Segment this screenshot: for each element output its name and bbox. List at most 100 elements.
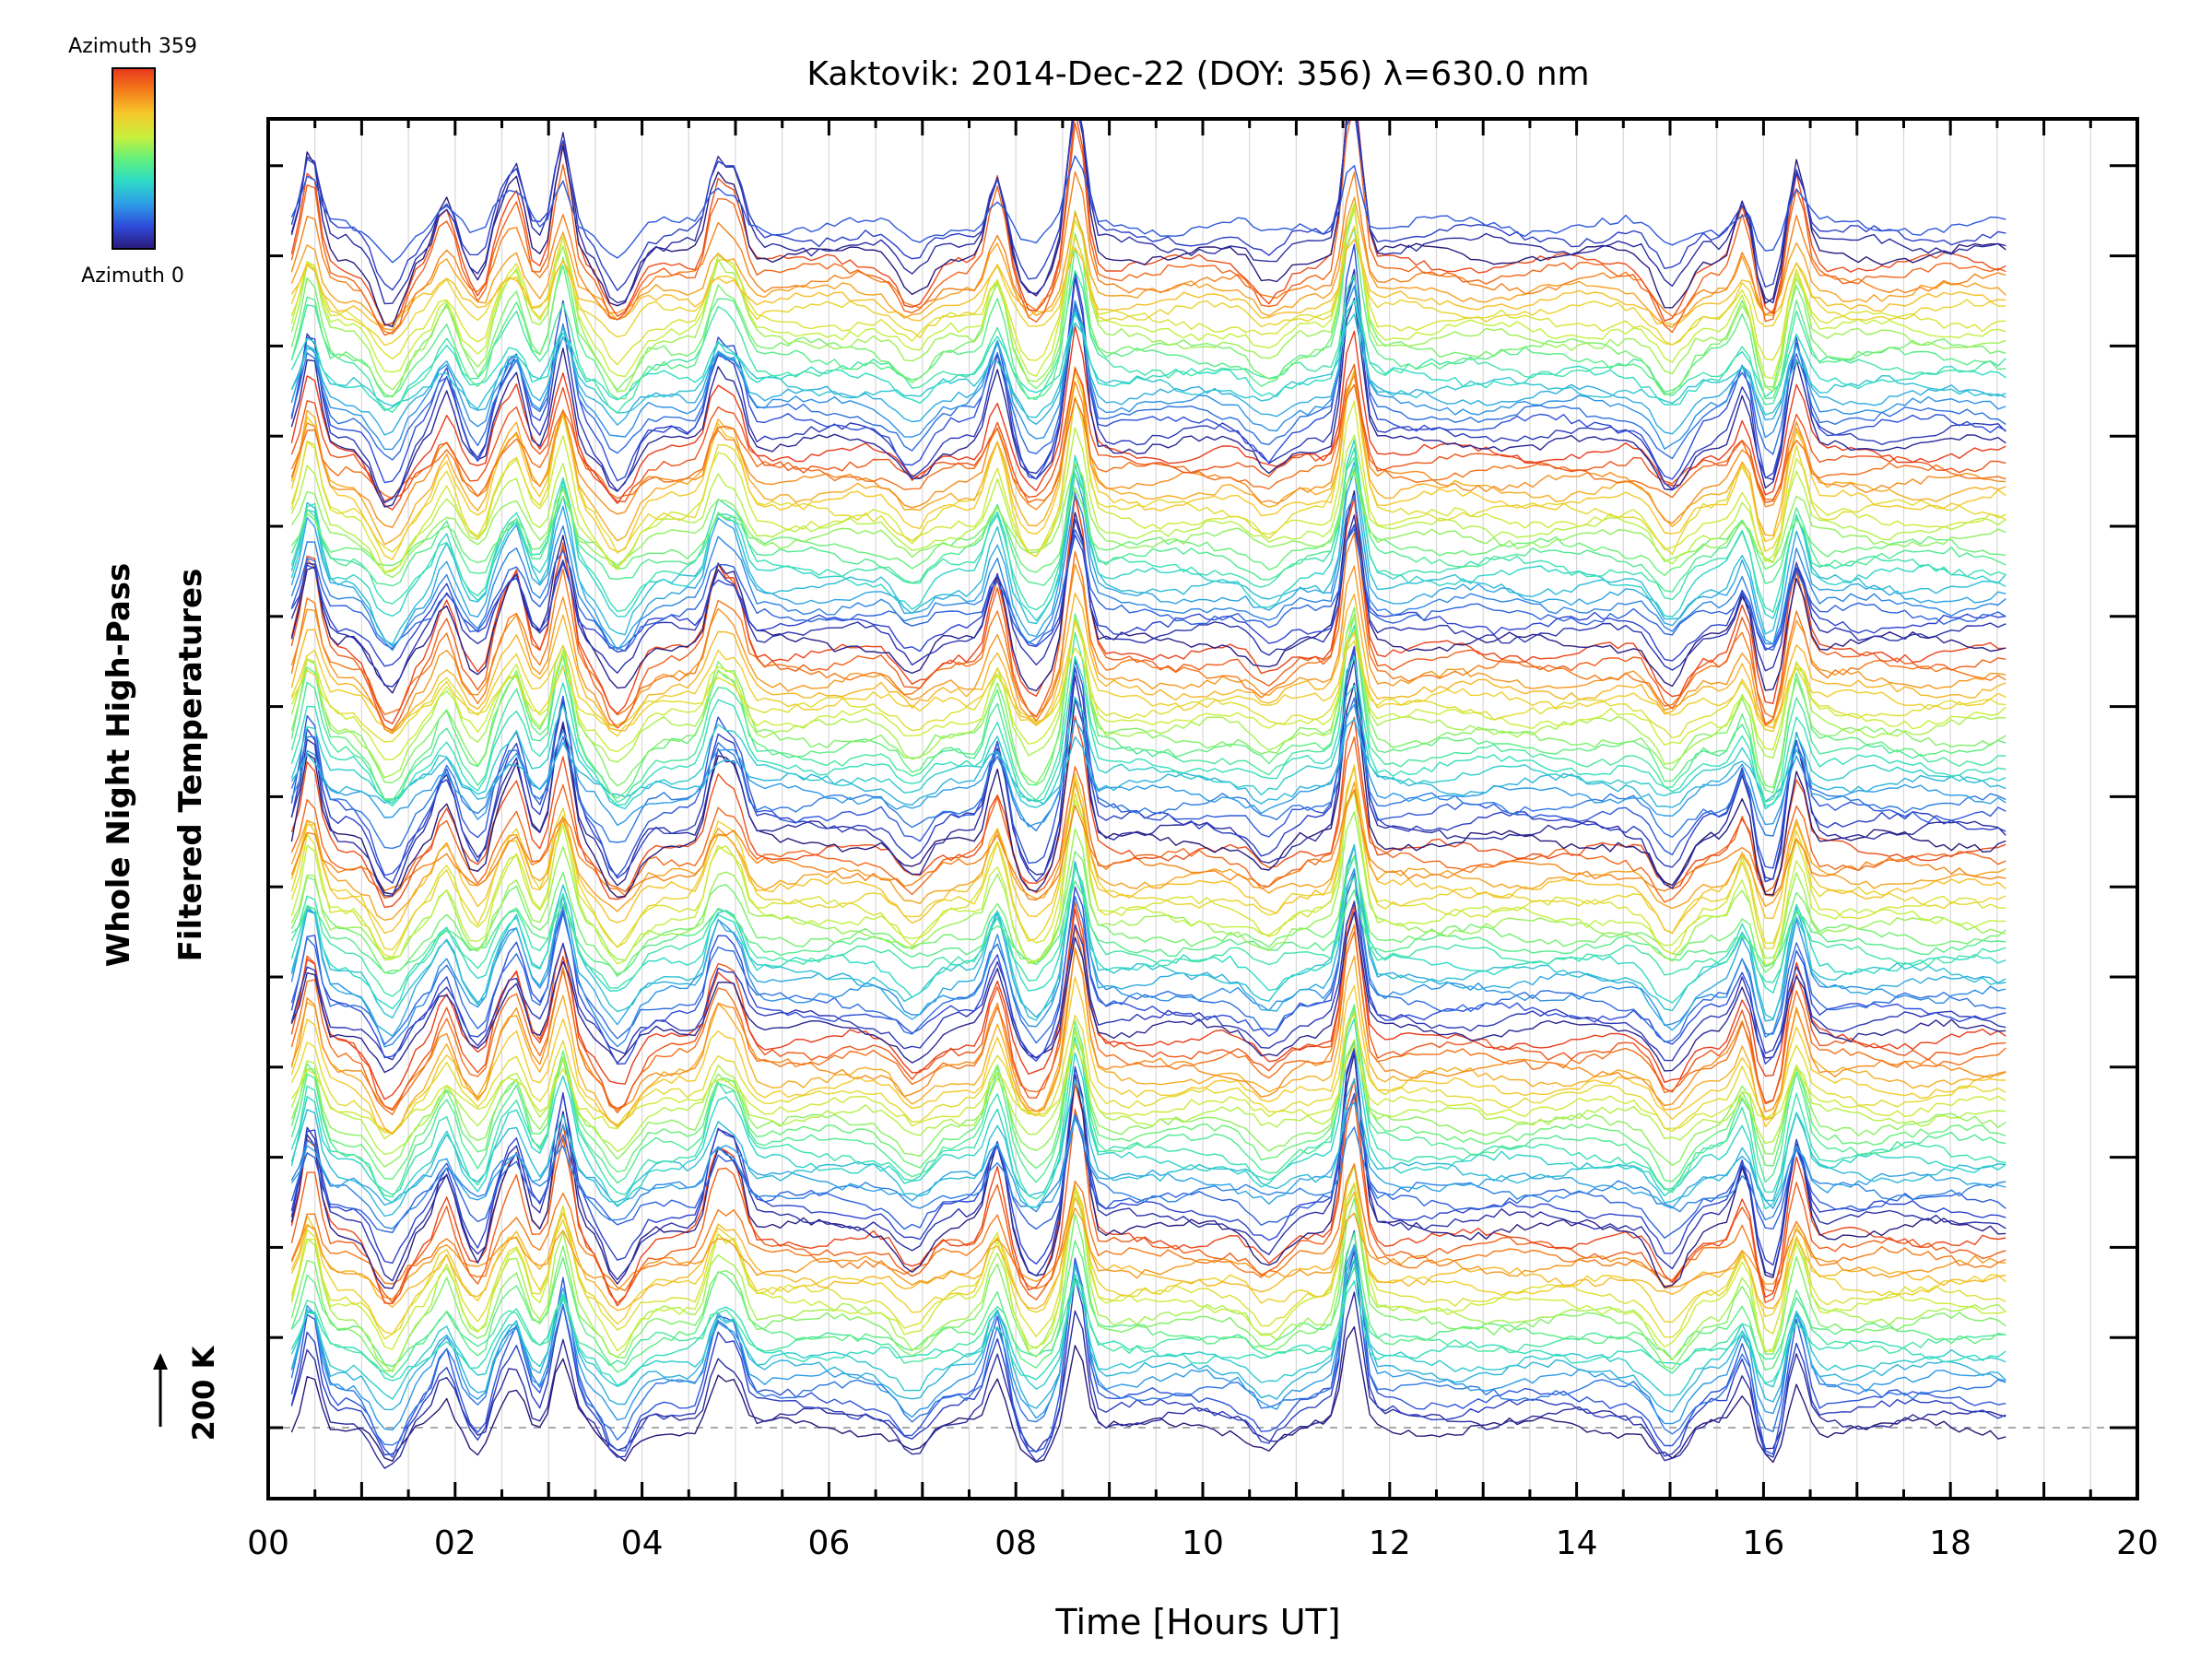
series-line: [290, 866, 2006, 997]
series-line: [290, 976, 2006, 1135]
series-line: [290, 782, 2006, 921]
series-line: [290, 1182, 2006, 1335]
colorbar-gradient: [112, 67, 156, 250]
series-line: [290, 495, 2006, 724]
series-line: [290, 325, 2006, 511]
series-line: [290, 861, 2006, 1048]
colorbar-label-top: Azimuth 359: [68, 35, 197, 58]
series-line: [290, 1042, 2006, 1140]
series-line: [290, 900, 2006, 1062]
series-line: [290, 1243, 2006, 1413]
series-line: [290, 1291, 2006, 1469]
x-tick-label: 08: [994, 1524, 1037, 1562]
series-line: [290, 1013, 2006, 1134]
series-line: [290, 1246, 2006, 1431]
series-line: [290, 1191, 2006, 1312]
series-lines: [290, 119, 2006, 1469]
series-line: [290, 563, 2006, 735]
series-line: [290, 790, 2006, 967]
series-line: [290, 1018, 2006, 1200]
series-line: [290, 1250, 2006, 1463]
y-axis-label: Whole Night High-Pass Filtered Temperatu…: [100, 563, 209, 968]
series-line: [290, 851, 2006, 978]
series-line: [290, 1163, 2006, 1292]
series-line: [290, 269, 2006, 414]
series-line: [290, 640, 2006, 743]
series-line: [290, 1206, 2006, 1300]
grid-lines: [314, 119, 2091, 1499]
series-line: [290, 466, 2006, 576]
y-axis-label-line2: Filtered Temperatures: [172, 569, 209, 962]
series-line: [290, 119, 2006, 328]
scale-bar-arrowhead: [153, 1353, 168, 1370]
series-line: [290, 620, 2006, 737]
series-line: [290, 696, 2006, 850]
series-line: [290, 1078, 2006, 1218]
y-axis-label-line1: Whole Night High-Pass: [100, 563, 137, 968]
series-line: [290, 1112, 2006, 1230]
series-line: [290, 527, 2006, 653]
series-line: [290, 1047, 2006, 1282]
series-line: [290, 225, 2006, 347]
x-tick-label: 14: [1556, 1524, 1598, 1562]
x-tick-label: 00: [247, 1524, 289, 1562]
scale-bar: 200 K: [153, 1345, 221, 1441]
series-line: [290, 366, 2006, 546]
series-line: [290, 1232, 2006, 1373]
series-line: [290, 911, 2006, 1074]
colorbar-label-bottom: Azimuth 0: [81, 265, 184, 288]
series-line: [290, 300, 2006, 412]
series-line: [290, 119, 2006, 336]
series-line: [290, 1053, 2006, 1289]
series-line: [290, 375, 2006, 528]
series-line: [290, 736, 2006, 903]
series-line: [290, 1258, 2006, 1446]
series-line: [290, 1029, 2006, 1156]
series-line: [290, 171, 2006, 335]
series-line: [290, 684, 2006, 810]
series-line: [290, 268, 2006, 504]
series-line: [290, 298, 2006, 508]
series-line: [290, 1077, 2006, 1307]
series-line: [290, 854, 2006, 1010]
scale-bar-label: 200 K: [186, 1345, 221, 1441]
series-line: [290, 1004, 2006, 1182]
series-line: [290, 489, 2006, 694]
series-line: [290, 396, 2006, 573]
series-line: [290, 1325, 2006, 1464]
series-line: [290, 925, 2006, 1116]
series-line: [290, 703, 2006, 828]
series-line: [290, 462, 2006, 579]
series-line: [290, 880, 2006, 975]
series-line: [290, 1048, 2006, 1266]
series-line: [290, 119, 2006, 291]
series-line: [290, 789, 2006, 901]
series-line: [290, 427, 2006, 573]
x-tick-labels: 00 02 04 06 08 10 12 14 16 18 20: [247, 1524, 2159, 1562]
series-line: [290, 1230, 2006, 1458]
series-line: [290, 1265, 2006, 1379]
series-line: [290, 492, 2006, 652]
series-line: [290, 285, 2006, 451]
x-tick-label: 04: [621, 1524, 664, 1562]
x-tick-label: 18: [1929, 1524, 1971, 1562]
series-line: [290, 904, 2006, 1100]
series-line: [290, 658, 2006, 897]
series-line: [290, 613, 2006, 802]
series-line: [290, 948, 2006, 1135]
series-line: [290, 764, 2006, 959]
series-line: [290, 454, 2006, 645]
series-line: [290, 369, 2006, 560]
series-line: [290, 447, 2006, 613]
series-line: [290, 592, 2006, 735]
series-line: [290, 718, 2006, 808]
series-line: [290, 300, 2006, 436]
series-line: [290, 1197, 2006, 1372]
series-line: [290, 766, 2006, 951]
x-tick-label: 12: [1369, 1524, 1411, 1562]
chart-title: Kaktovik: 2014-Dec-22 (DOY: 356) λ=630.0…: [806, 55, 1589, 93]
axis-ticks: [266, 119, 2139, 1499]
x-tick-label: 10: [1182, 1524, 1224, 1562]
x-tick-label: 16: [1742, 1524, 1784, 1562]
